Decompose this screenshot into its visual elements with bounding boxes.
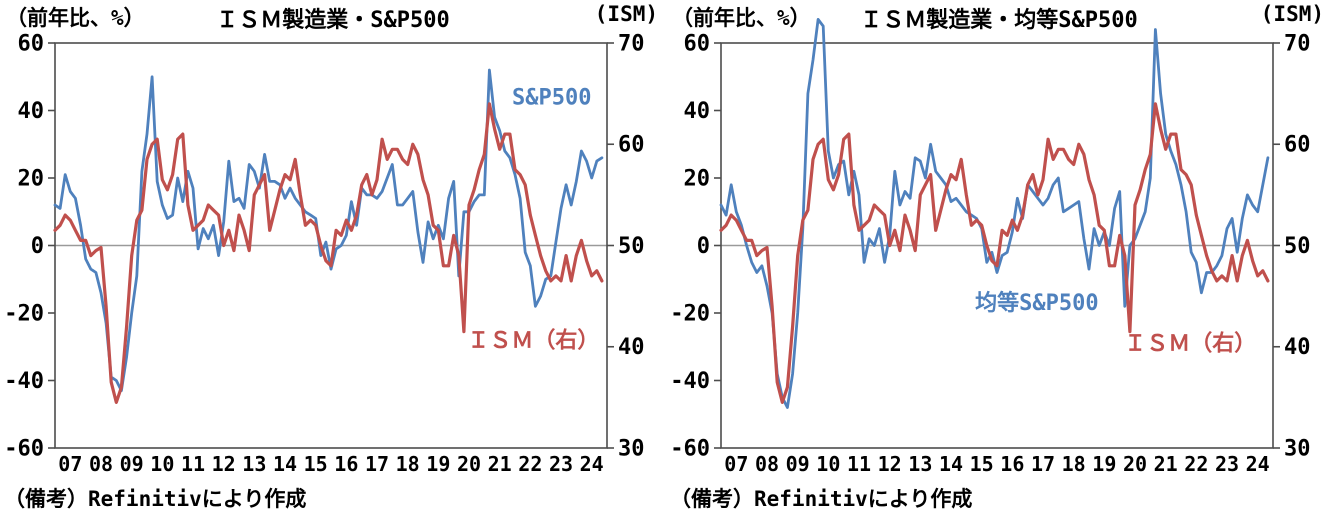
series-label: ＩＳＭ（右） — [467, 328, 599, 353]
x-axis-label: 18 — [1062, 452, 1086, 476]
right-axis-tick-label: 50 — [618, 234, 645, 259]
x-axis-label: 10 — [816, 452, 840, 476]
x-axis-label: 24 — [1246, 452, 1270, 476]
x-axis-label: 22 — [518, 452, 542, 476]
right-axis-tick-label: 30 — [618, 436, 645, 461]
left-axis-tick-label: 0 — [697, 234, 710, 259]
left-axis-tick-label: 20 — [684, 166, 711, 191]
x-axis-label: 16 — [1000, 452, 1024, 476]
left-axis-tick-label: -40 — [4, 369, 44, 394]
chart-panel-equal-sp500: （前年比、%） ＩＳＭ製造業・均等S&P500 (ISM) 60 40 20 0 -20… — [666, 0, 1332, 519]
x-axis-label: 11 — [181, 452, 205, 476]
right-axis-unit-label: (ISM) — [1260, 2, 1324, 26]
x-axis-label: 11 — [847, 452, 871, 476]
right-axis-tick-label: 70 — [1284, 31, 1311, 56]
left-axis-tick-label: 40 — [684, 99, 711, 124]
x-axis-label: 23 — [1215, 452, 1239, 476]
left-axis-tick-label: -40 — [670, 369, 710, 394]
x-axis-label: 24 — [580, 452, 604, 476]
x-axis-label: 21 — [488, 452, 512, 476]
left-axis-tick-label: 60 — [18, 31, 45, 56]
source-note: （備考）Refinitivにより作成 — [4, 487, 307, 511]
x-axis-label: 07 — [724, 452, 748, 476]
x-axis-label: 20 — [457, 452, 481, 476]
right-axis-tick-label: 40 — [618, 335, 645, 360]
x-axis-label: 17 — [1031, 452, 1055, 476]
right-axis-tick-label: 60 — [1284, 133, 1311, 158]
x-axis-label: 07 — [58, 452, 82, 476]
x-axis-label: 23 — [549, 452, 573, 476]
x-axis-label: 10 — [150, 452, 174, 476]
left-axis-tick-label: 20 — [18, 166, 45, 191]
left-axis-tick-label: -20 — [670, 301, 710, 326]
x-axis-label: 14 — [939, 452, 963, 476]
x-axis-label: 19 — [426, 452, 450, 476]
right-axis-tick-label: 70 — [618, 31, 645, 56]
left-axis-tick-label: 60 — [684, 31, 711, 56]
chart-title: ＩＳＭ製造業・S&P500 — [216, 8, 450, 33]
left-axis-tick-label: -60 — [4, 436, 44, 461]
x-axis-label: 08 — [89, 452, 113, 476]
chart-title: ＩＳＭ製造業・均等S&P500 — [860, 8, 1138, 33]
x-axis-label: 09 — [786, 452, 810, 476]
x-axis-label: 17 — [365, 452, 389, 476]
left-axis-tick-label: 0 — [31, 234, 44, 259]
series-label: 均等S&P500 — [975, 290, 1098, 316]
x-axis-label: 14 — [273, 452, 297, 476]
ism-line — [53, 102, 604, 404]
x-axis-label: 13 — [242, 452, 266, 476]
x-axis-label: 18 — [396, 452, 420, 476]
left-axis-tick-label: -20 — [4, 301, 44, 326]
x-axis-label: 09 — [120, 452, 144, 476]
x-axis-label: 22 — [1184, 452, 1208, 476]
right-axis-unit-label: (ISM) — [594, 2, 658, 26]
x-axis-label: 13 — [908, 452, 932, 476]
x-axis-label: 12 — [878, 452, 902, 476]
series-label: S&P500 — [512, 85, 591, 110]
left-axis-unit-label: （前年比、%） — [6, 6, 145, 30]
series-label: ＩＳＭ（右） — [1124, 332, 1256, 357]
chart-canvas-equal-sp500: 60 40 20 0 -20 -40 -60 70 60 50 40 30 07 08 09 10 11 12 13… — [670, 17, 1311, 476]
chart-panel-sp500: （前年比、%） ＩＳＭ製造業・S&P500 (ISM) 60 40 20 0 -20 -4… — [4, 2, 658, 511]
x-axis-label: 08 — [755, 452, 779, 476]
x-axis-label: 16 — [334, 452, 358, 476]
right-axis-tick-label: 30 — [1284, 436, 1311, 461]
ism-line — [719, 102, 1270, 404]
left-axis-tick-label: 40 — [18, 99, 45, 124]
source-note: （備考）Refinitivにより作成 — [670, 487, 973, 511]
right-axis-tick-label: 40 — [1284, 335, 1311, 360]
sp500-yoy-line — [53, 68, 604, 393]
x-axis-label: 21 — [1154, 452, 1178, 476]
left-axis-tick-label: -60 — [670, 436, 710, 461]
chart-canvas-sp500: 60 40 20 0 -20 -40 -60 70 60 50 40 30 07 08 09 10 11 12 13… — [4, 31, 645, 476]
right-axis-tick-label: 60 — [618, 133, 645, 158]
x-axis-label: 15 — [970, 452, 994, 476]
x-axis-label: 15 — [304, 452, 328, 476]
x-axis-label: 19 — [1092, 452, 1116, 476]
left-axis-unit-label: （前年比、%） — [672, 6, 811, 30]
right-axis-tick-label: 50 — [1284, 234, 1311, 259]
x-axis-label: 12 — [212, 452, 236, 476]
x-axis-label: 20 — [1123, 452, 1147, 476]
